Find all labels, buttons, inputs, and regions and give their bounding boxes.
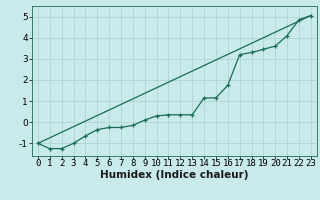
X-axis label: Humidex (Indice chaleur): Humidex (Indice chaleur)	[100, 170, 249, 180]
